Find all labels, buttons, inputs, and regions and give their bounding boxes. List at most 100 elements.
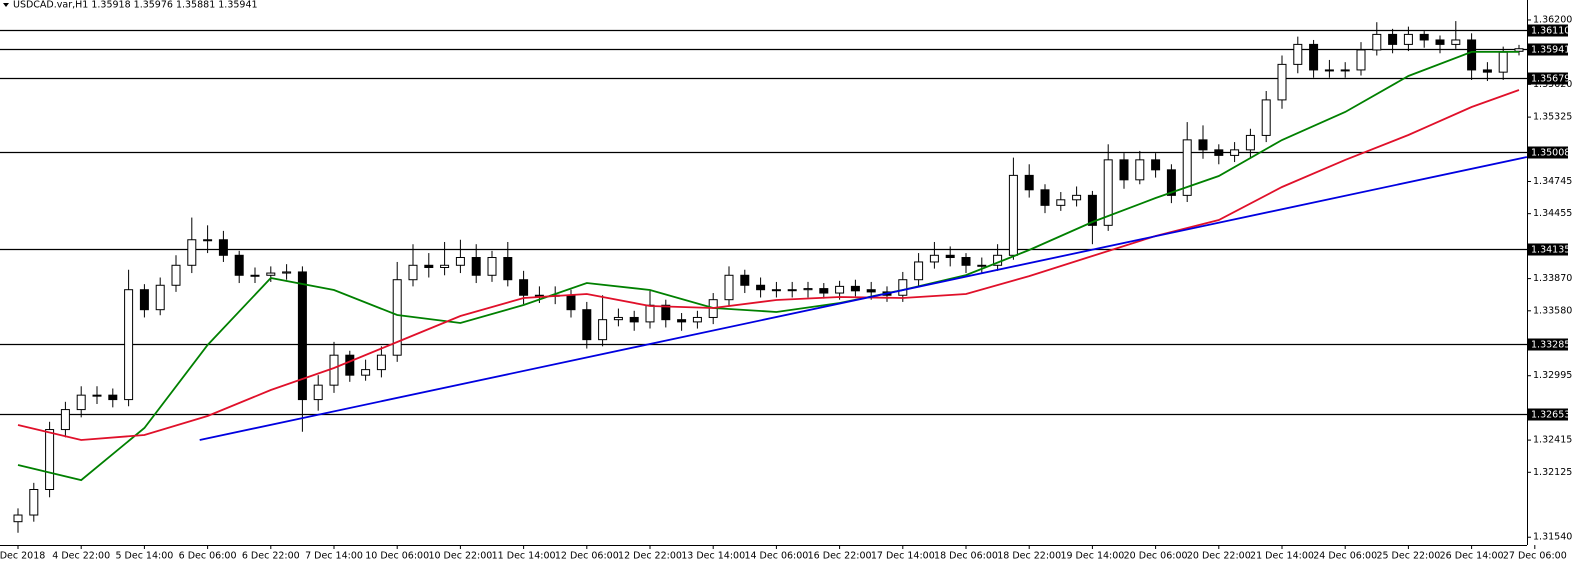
candle-body	[1403, 33, 1413, 45]
candle-body	[108, 394, 118, 401]
candle-body	[1230, 149, 1240, 156]
y-tick-label: 1.35325	[1533, 112, 1572, 123]
candle-body	[455, 257, 465, 266]
candle-body	[1135, 159, 1145, 181]
candle-body	[313, 384, 323, 401]
level-label-box	[1528, 43, 1568, 56]
x-tick-label: 16 Dec 22:00	[808, 551, 872, 562]
candle-body	[1166, 169, 1176, 196]
candle-body	[329, 354, 339, 386]
candle-body	[234, 254, 244, 276]
candle-body	[1467, 39, 1477, 71]
level-label: 1.35941	[1531, 45, 1570, 56]
x-tick-label: 7 Dec 14:00	[305, 551, 363, 562]
candle-body	[787, 289, 797, 292]
y-tick-label: 1.33870	[1533, 273, 1572, 284]
candle-body	[1008, 174, 1018, 256]
level-label: 1.34135	[1531, 245, 1570, 256]
level-label-box	[1528, 338, 1568, 351]
candle-body	[29, 489, 39, 516]
candle-body	[266, 272, 276, 276]
candle-body	[1214, 149, 1224, 156]
candle-body	[929, 254, 939, 263]
x-tick-label: 18 Dec 06:00	[934, 551, 998, 562]
candle-body	[92, 394, 102, 397]
x-tick-label: 20 Dec 22:00	[1187, 551, 1251, 562]
candle-body	[835, 285, 845, 294]
candle-body	[613, 316, 623, 321]
level-label: 1.33285	[1531, 340, 1570, 351]
candle-body	[440, 264, 450, 269]
candle-body	[471, 257, 481, 276]
level-label-box	[1528, 146, 1568, 159]
candle-body	[898, 279, 908, 296]
candle-body	[250, 274, 260, 277]
x-tick-label: 17 Dec 14:00	[871, 551, 935, 562]
candle-body	[977, 264, 987, 267]
x-tick-label: 18 Dec 22:00	[997, 551, 1061, 562]
candle-body	[297, 271, 307, 401]
candle-body	[961, 257, 971, 266]
x-tick-label: 4 Dec 22:00	[52, 551, 110, 562]
candle-body	[756, 284, 766, 291]
x-tick-label: 25 Dec 22:00	[1376, 551, 1440, 562]
candle-body	[1482, 69, 1492, 73]
candle-body	[1261, 99, 1271, 136]
candle-body	[1151, 159, 1161, 171]
candle-body	[1356, 49, 1366, 71]
x-tick-label: 20 Dec 06:00	[1124, 551, 1188, 562]
y-tick-label: 1.34455	[1533, 208, 1572, 219]
y-tick-label: 1.32995	[1533, 370, 1572, 381]
candle-body	[487, 257, 497, 276]
candle-body	[139, 289, 149, 311]
x-tick-label: 6 Dec 06:00	[179, 551, 237, 562]
candle-body	[866, 289, 876, 293]
candle-body	[850, 285, 860, 292]
level-label-box	[1528, 72, 1568, 85]
candle-body	[1309, 43, 1319, 71]
x-tick-label: 3 Dec 2018	[0, 551, 45, 562]
candle-body	[424, 264, 434, 269]
candle-body	[1103, 159, 1113, 226]
candle-body	[392, 279, 402, 356]
x-tick-label: 27 Dec 06:00	[1503, 551, 1567, 562]
candle-body	[629, 316, 639, 323]
candle-body	[598, 319, 608, 341]
candle-body	[1087, 194, 1097, 226]
candle-body	[819, 288, 829, 294]
candle-body	[1277, 63, 1287, 101]
candle-body	[519, 279, 529, 296]
candle-body	[803, 288, 813, 291]
candle-body	[218, 239, 228, 256]
indicator-line	[17, 89, 1520, 441]
candle-body	[724, 274, 734, 301]
x-tick-label: 19 Dec 14:00	[1060, 551, 1124, 562]
x-tick-label: 6 Dec 22:00	[242, 551, 300, 562]
candle-body	[1388, 33, 1398, 45]
candle-body	[408, 264, 418, 281]
x-tick-label: 14 Dec 06:00	[744, 551, 808, 562]
level-label: 1.36110	[1531, 26, 1570, 37]
y-tick-label: 1.33580	[1533, 305, 1572, 316]
candle-body	[914, 261, 924, 281]
candle-body	[1293, 43, 1303, 65]
candle-body	[1340, 69, 1350, 72]
candle-body	[1514, 48, 1524, 52]
y-tick-label: 1.32125	[1533, 467, 1572, 478]
candle-body	[645, 304, 655, 323]
x-tick-label: 12 Dec 22:00	[618, 551, 682, 562]
candle-body	[1119, 159, 1129, 181]
candle-body	[1451, 39, 1461, 45]
candle-body	[1056, 199, 1066, 206]
candle-body	[155, 284, 165, 311]
candle-body	[124, 289, 134, 401]
x-tick-label: 10 Dec 06:00	[365, 551, 429, 562]
candle-body	[503, 257, 513, 281]
candle-body	[1498, 51, 1508, 73]
candle-body	[1182, 139, 1192, 196]
candle-body	[1435, 39, 1445, 45]
candle-body	[361, 369, 371, 376]
candle-body	[692, 316, 702, 323]
